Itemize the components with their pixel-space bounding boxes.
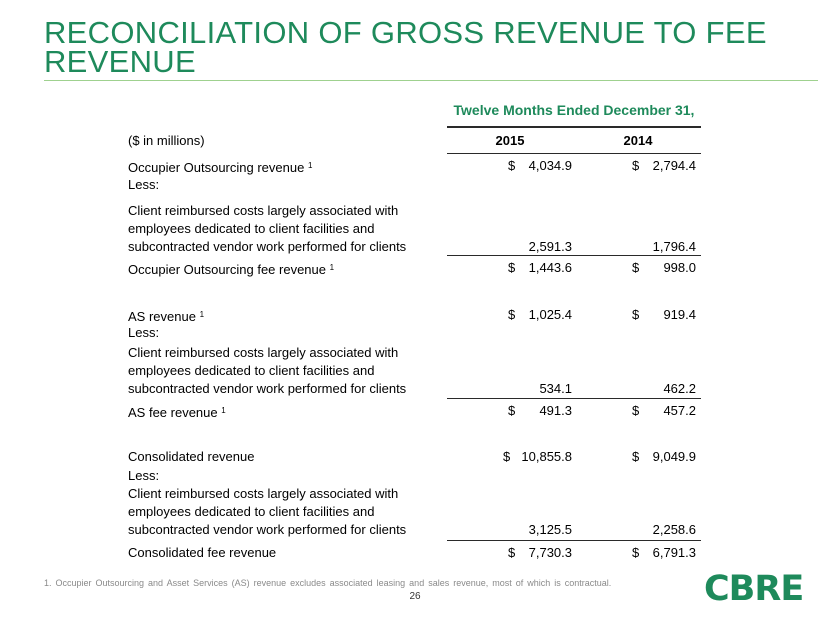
row-label: Consolidated revenue [128, 449, 255, 464]
column-header-2015: 2015 [495, 133, 525, 148]
currency-symbol: $ [508, 307, 516, 322]
value-2015: 2,591.3 [528, 239, 572, 254]
subtotal-rule [447, 255, 701, 256]
currency-symbol: $ [508, 403, 516, 418]
period-header-rule [447, 126, 701, 128]
currency-symbol: $ [508, 158, 516, 173]
row-label: AS revenue 1 [128, 309, 205, 324]
row-label: Consolidated fee revenue [128, 545, 277, 560]
title-divider [44, 80, 818, 81]
value-2014: 998.0 [663, 260, 696, 275]
slide-title: RECONCILIATION OF GROSS REVENUE TO FEE R… [44, 15, 767, 79]
footnote-marker: 1 [329, 263, 335, 272]
value-2015: 10,855.8 [521, 449, 572, 464]
currency-symbol: $ [508, 260, 516, 275]
footnote-marker: 1 [307, 161, 313, 170]
value-2014: 457.2 [663, 403, 696, 418]
value-2014: 2,794.4 [652, 158, 696, 173]
row-label: Less: [128, 325, 160, 340]
currency-symbol: $ [632, 307, 640, 322]
row-label: AS fee revenue 1 [128, 405, 226, 420]
value-2015: 1,025.4 [528, 307, 572, 322]
row-label: Less: [128, 468, 160, 483]
currency-symbol: $ [508, 545, 516, 560]
subtotal-rule [447, 398, 701, 399]
value-2014: 462.2 [663, 381, 696, 396]
value-2014: 2,258.6 [652, 522, 696, 537]
value-2015: 7,730.3 [528, 545, 572, 560]
value-2014: 1,796.4 [652, 239, 696, 254]
value-2015: 3,125.5 [528, 522, 572, 537]
page-number: 26 [409, 591, 421, 602]
value-2014: 6,791.3 [652, 545, 696, 560]
currency-symbol: $ [632, 158, 640, 173]
footnote: 1. Occupier Outsourcing and Asset Servic… [44, 578, 612, 588]
period-header: Twelve Months Ended December 31, [453, 102, 695, 118]
row-label: Client reimbursed costs largely associat… [128, 486, 407, 537]
currency-symbol: $ [632, 449, 640, 464]
row-label: Occupier Outsourcing revenue 1 [128, 160, 313, 175]
currency-symbol: $ [632, 545, 640, 560]
footnote-marker: 1 [199, 310, 205, 319]
subtotal-rule [447, 540, 701, 541]
value-2014: 919.4 [663, 307, 696, 322]
column-header-2014: 2014 [623, 133, 653, 148]
currency-symbol: $ [632, 403, 640, 418]
cbre-logo: CBRE [704, 569, 804, 609]
value-2015: 534.1 [539, 381, 572, 396]
row-label: Occupier Outsourcing fee revenue 1 [128, 262, 335, 277]
value-2015: 491.3 [539, 403, 572, 418]
row-label: Client reimbursed costs largely associat… [128, 345, 407, 396]
row-label: Less: [128, 177, 160, 192]
currency-symbol: $ [503, 449, 511, 464]
currency-symbol: $ [632, 260, 640, 275]
value-2014: 9,049.9 [652, 449, 696, 464]
footnote-marker: 1 [221, 406, 226, 415]
units-label: ($ in millions) [128, 133, 205, 148]
column-header-rule [447, 153, 701, 154]
value-2015: 1,443.6 [528, 260, 572, 275]
row-label: Client reimbursed costs largely associat… [128, 203, 407, 254]
value-2015: 4,034.9 [528, 158, 572, 173]
